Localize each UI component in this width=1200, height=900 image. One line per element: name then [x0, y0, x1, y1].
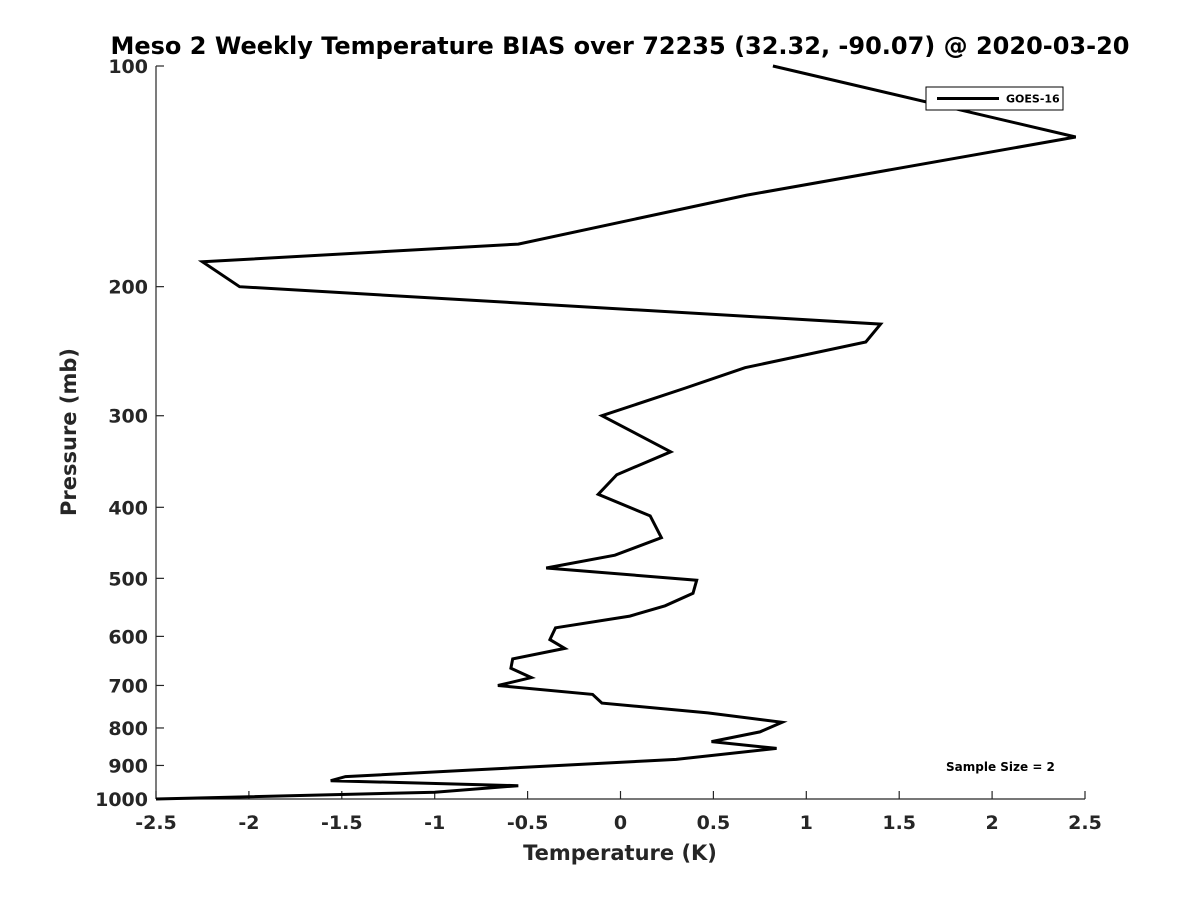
- y-ticks: 100 200 300 400 500 600 700 800 900 1000: [95, 56, 164, 811]
- x-ticks: -2.5 -2 -1.5 -1 -0.5 0 0.5 1 1.5 2 2.5: [135, 791, 1102, 834]
- x-tick-label: 0: [614, 812, 627, 834]
- y-tick-label: 100: [108, 56, 148, 78]
- chart-title: Meso 2 Weekly Temperature BIAS over 7223…: [110, 32, 1129, 60]
- x-tick-label: 1: [800, 812, 813, 834]
- y-tick-label: 1000: [95, 789, 148, 811]
- x-tick-label: 2.5: [1068, 812, 1102, 834]
- sample-size-annotation: Sample Size = 2: [946, 760, 1055, 774]
- y-tick-label: 200: [108, 277, 148, 299]
- x-tick-label: -2: [238, 812, 259, 834]
- y-tick-label: 800: [108, 718, 148, 740]
- y-tick-label: 300: [108, 406, 148, 428]
- x-tick-label: 2: [985, 812, 998, 834]
- series-layer: [155, 64, 1077, 801]
- y-tick-label: 700: [108, 675, 148, 697]
- x-axis-label: Temperature (K): [523, 841, 717, 865]
- y-tick-label: 500: [108, 568, 148, 590]
- x-tick-label: 1.5: [882, 812, 916, 834]
- series-line-goes-16: [155, 64, 1077, 801]
- x-tick-label: -0.5: [507, 812, 549, 834]
- x-tick-label: -1: [424, 812, 445, 834]
- x-tick-label: 0.5: [697, 812, 731, 834]
- legend-entry-goes-16: GOES-16: [1006, 93, 1060, 106]
- y-tick-label: 600: [108, 626, 148, 648]
- x-tick-label: -2.5: [135, 812, 177, 834]
- legend: GOES-16: [925, 86, 1064, 111]
- y-tick-label: 900: [108, 755, 148, 777]
- y-tick-label: 400: [108, 497, 148, 519]
- y-axis-label: Pressure (mb): [57, 348, 81, 516]
- x-tick-label: -1.5: [321, 812, 363, 834]
